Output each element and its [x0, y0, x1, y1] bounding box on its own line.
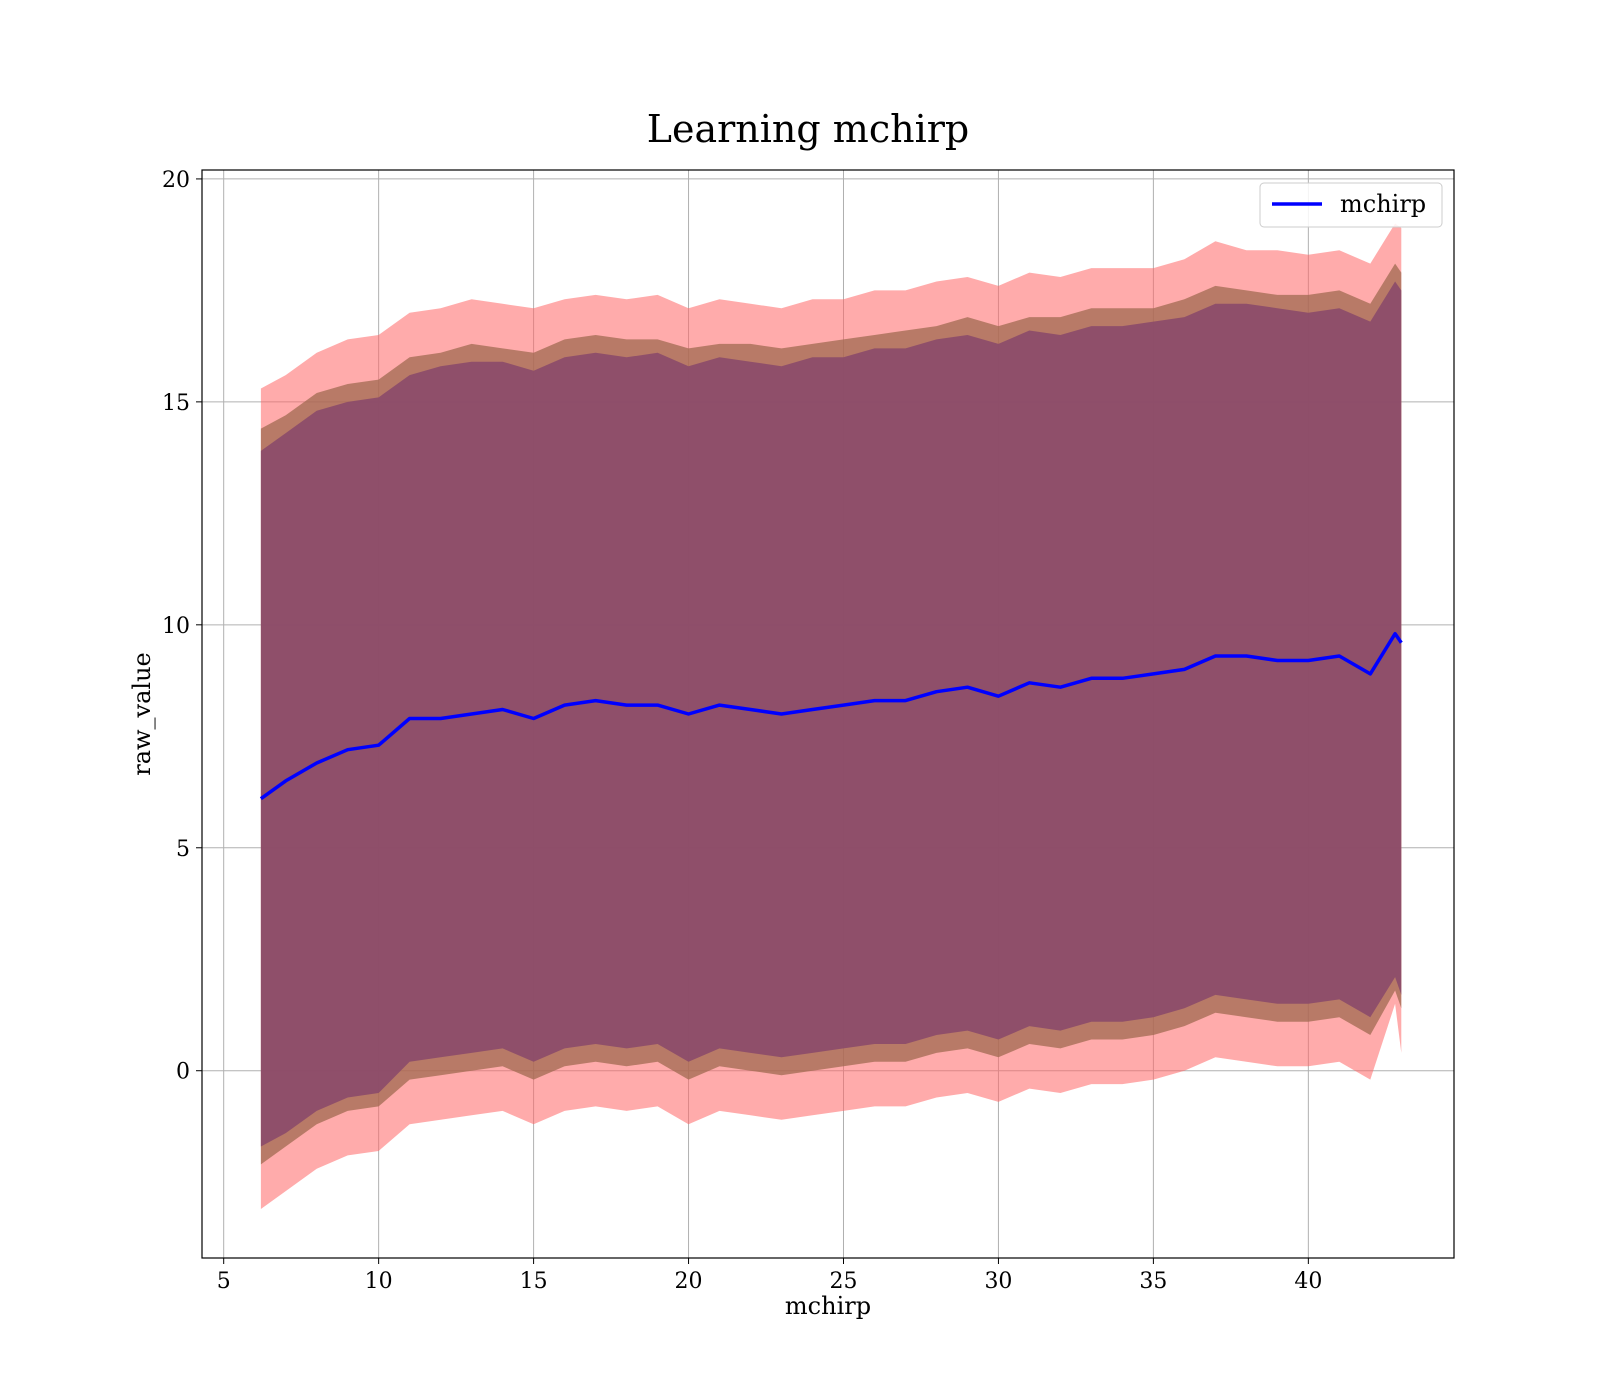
- x-tick-label: 20: [675, 1269, 703, 1294]
- y-tick-label: 5: [176, 837, 190, 862]
- x-axis-ticks: 5 10 15 20 25 30 35 40: [217, 1258, 1322, 1294]
- x-axis-label: mchirp: [785, 1292, 871, 1320]
- x-tick-label: 40: [1294, 1269, 1322, 1294]
- y-tick-label: 10: [162, 614, 190, 639]
- x-tick-label: 10: [365, 1269, 393, 1294]
- y-axis-label: raw_value: [128, 652, 156, 776]
- y-axis-ticks: 0 5 10 15 20: [162, 168, 202, 1085]
- legend-entry-mchirp: mchirp: [1340, 190, 1426, 218]
- confidence-bands: [260, 223, 1402, 1209]
- x-tick-label: 35: [1139, 1269, 1167, 1294]
- x-tick-label: 30: [984, 1269, 1012, 1294]
- y-tick-label: 20: [162, 168, 190, 193]
- x-tick-label: 5: [217, 1269, 231, 1294]
- band-inner: [260, 281, 1402, 1147]
- plot-frame: [201, 169, 1455, 1259]
- y-tick-label: 0: [176, 1060, 190, 1085]
- series-line-mchirp: [259, 631, 1403, 801]
- x-tick-label: 15: [520, 1269, 548, 1294]
- legend-box: [1259, 182, 1443, 228]
- legend: mchirp: [1259, 182, 1443, 228]
- chart-title: Learning mchirp: [647, 107, 969, 151]
- y-tick-label: 15: [162, 391, 190, 416]
- x-tick-label: 25: [829, 1269, 857, 1294]
- series-lines: [259, 631, 1403, 801]
